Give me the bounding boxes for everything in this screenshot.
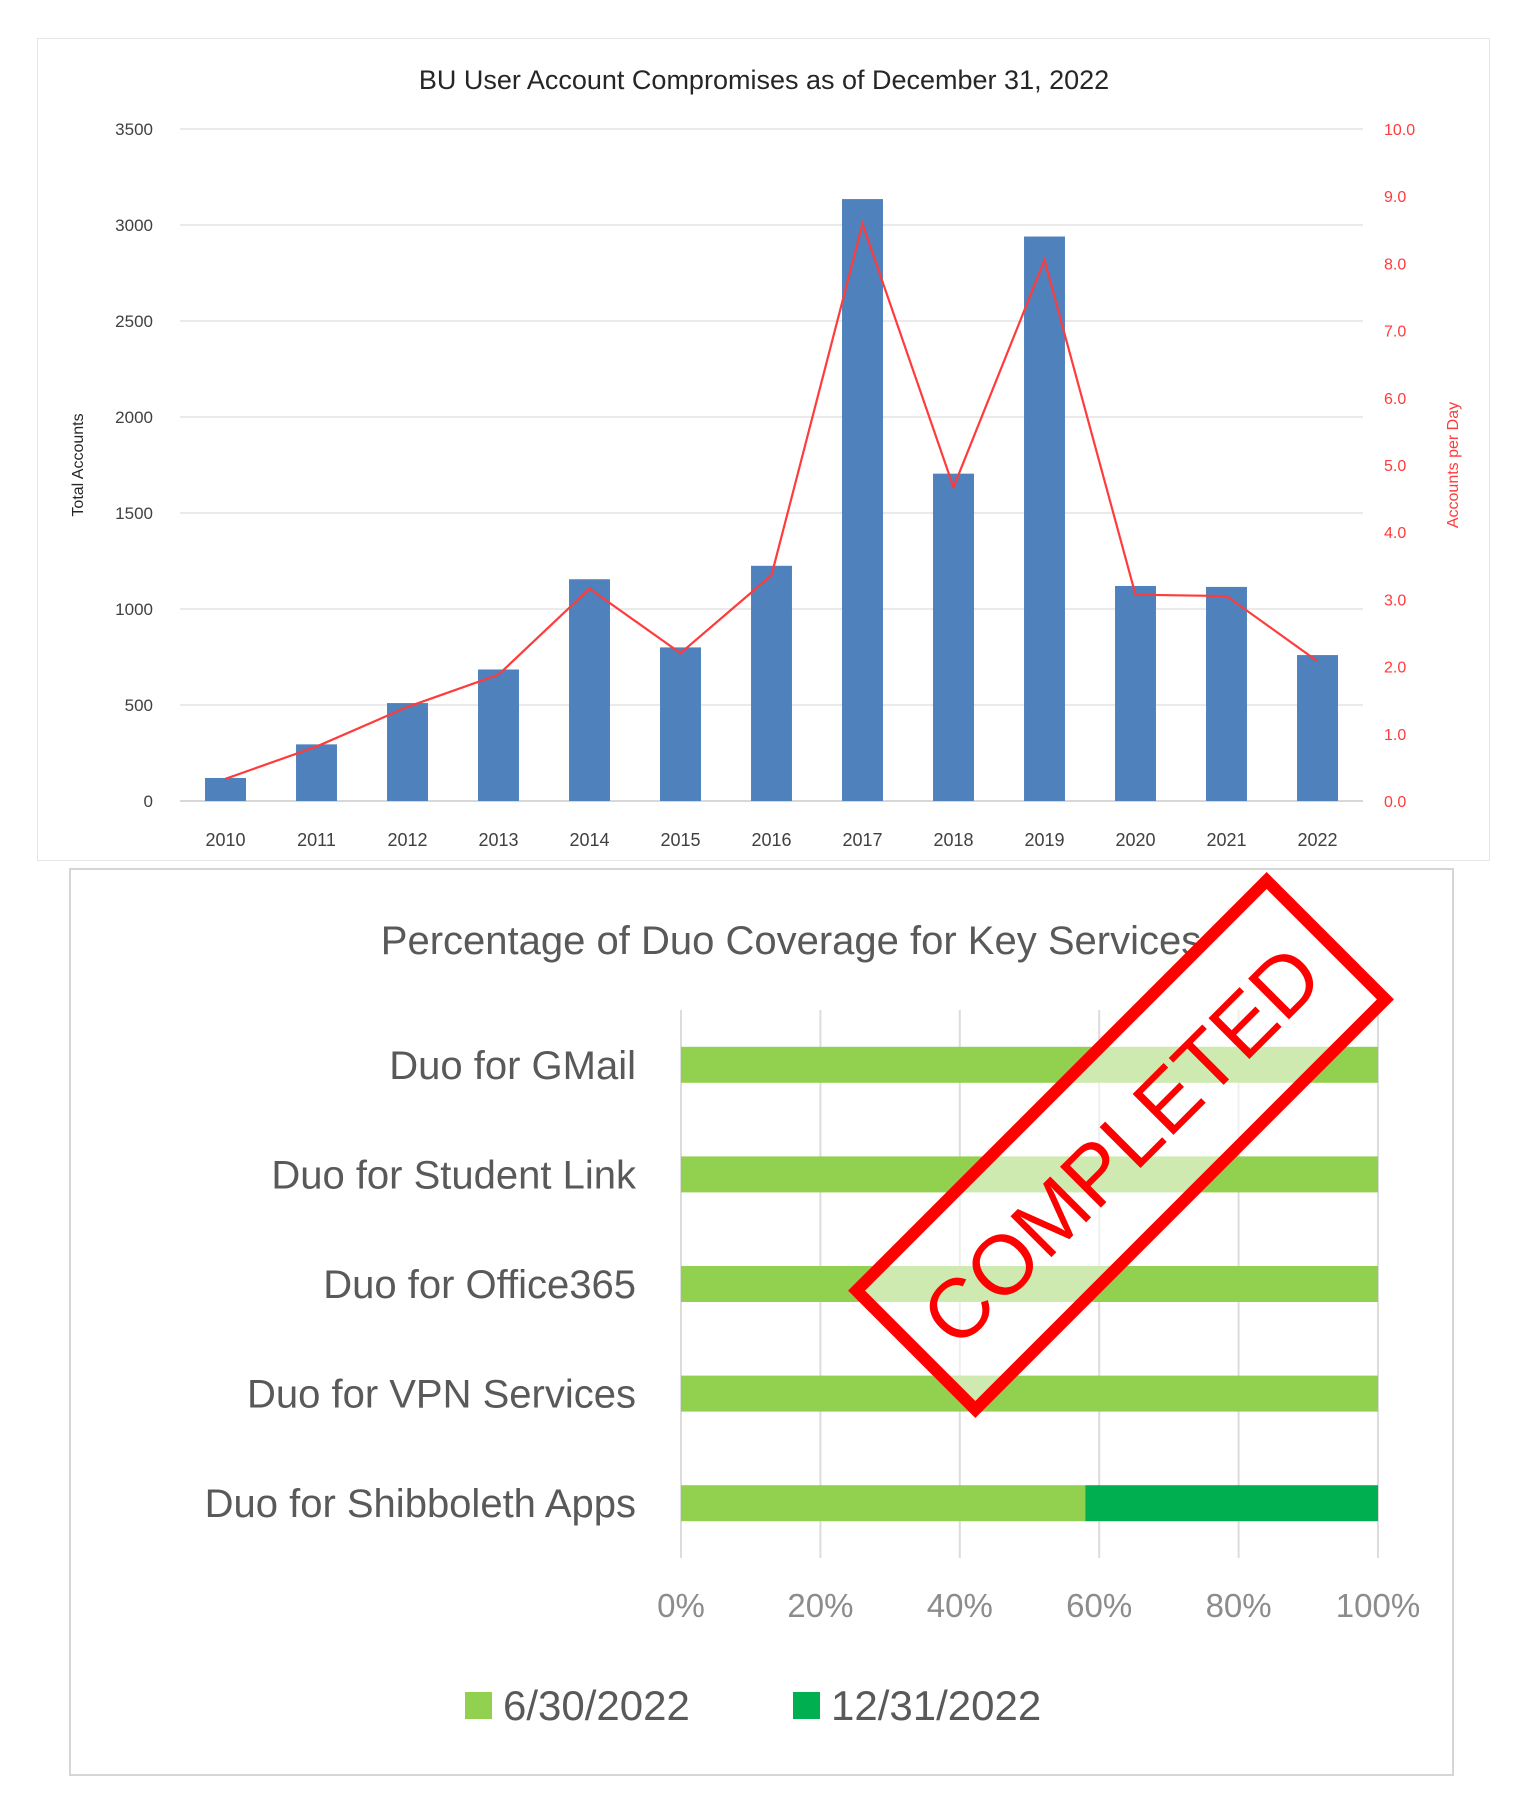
year-tick-label: 2022 (1297, 830, 1337, 850)
year-tick-label: 2019 (1024, 830, 1064, 850)
accounts-per-day-tick-label: 3.0 (1384, 592, 1406, 609)
accounts-per-day-tick-label: 4.0 (1384, 525, 1406, 542)
bar-2011 (296, 744, 337, 801)
year-tick-label: 2013 (478, 830, 518, 850)
percent-tick-label: 0% (657, 1587, 705, 1624)
percent-tick-label: 40% (927, 1587, 993, 1624)
duo-coverage-chart: Duo for GMail Duo for Student Link Duo for… (205, 872, 1420, 1729)
service-category-label: Duo for Shibboleth Apps (205, 1482, 636, 1526)
percent-tick-labels: 0% 20% 40% 60% 80% 100% (657, 1587, 1420, 1624)
percent-tick-label: 80% (1206, 1587, 1272, 1624)
bar-2013 (478, 669, 519, 801)
year-tick-labels: 2010 2011 2012 2013 2014 2015 2016 2017 2018 2019… (205, 830, 1337, 850)
year-tick-label: 2021 (1206, 830, 1246, 850)
legend-label-6-30-2022: 6/30/2022 (503, 1682, 690, 1729)
legend-swatch-12-31-2022 (793, 1692, 820, 1719)
accounts-per-day-tick-label: 8.0 (1384, 256, 1406, 273)
bar-2018 (933, 473, 974, 801)
year-tick-label: 2015 (660, 830, 700, 850)
bar-2015 (660, 647, 701, 801)
percent-tick-label: 60% (1066, 1587, 1132, 1624)
year-tick-label: 2017 (842, 830, 882, 850)
service-category-label: Duo for Student Link (271, 1153, 637, 1197)
year-tick-label: 2018 (933, 830, 973, 850)
bar-2010 (205, 777, 246, 801)
total-accounts-tick-label: 0 (144, 792, 153, 811)
bar-segment (681, 1485, 1086, 1522)
completed-stamp-border (848, 872, 1394, 1418)
total-accounts-tick-label: 2000 (115, 408, 153, 427)
total-accounts-tick-label: 3000 (115, 216, 153, 235)
year-tick-label: 2020 (1115, 830, 1155, 850)
percent-tick-label: 100% (1336, 1587, 1420, 1624)
bar-2017 (842, 199, 883, 801)
service-category-label: Duo for Office365 (323, 1263, 636, 1307)
total-accounts-tick-label: 500 (125, 696, 153, 715)
compromises-chart-title: BU User Account Compromises as of Decemb… (419, 65, 1109, 95)
accounts-per-day-polyline (225, 219, 1319, 780)
accounts-per-day-tick-label: 9.0 (1384, 189, 1406, 206)
total-accounts-tick-labels: 0 500 1000 1500 2000 2500 3000 3500 (115, 120, 153, 811)
compromises-chart: 0 500 1000 1500 2000 2500 3000 3500 0.0 1.0 2.0 3.… (70, 65, 1462, 850)
accounts-per-day-axis-label: Accounts per Day (1445, 402, 1462, 528)
compromises-bars (205, 199, 1338, 801)
accounts-per-day-line (225, 219, 1319, 780)
bar-2016 (751, 565, 792, 801)
coverage-bars (681, 1046, 1378, 1522)
total-accounts-tick-label: 1500 (115, 504, 153, 523)
total-accounts-axis-label: Total Accounts (70, 413, 87, 516)
service-category-label: Duo for GMail (389, 1044, 636, 1088)
accounts-per-day-tick-labels: 0.0 1.0 2.0 3.0 4.0 5.0 6.0 7.0 8.0 9.0 10.0 (1384, 122, 1415, 811)
bar-segment (1085, 1485, 1378, 1522)
year-tick-label: 2014 (569, 830, 609, 850)
year-tick-label: 2016 (751, 830, 791, 850)
accounts-per-day-tick-label: 2.0 (1384, 660, 1406, 677)
bar-2022 (1297, 655, 1338, 801)
total-accounts-tick-label: 2500 (115, 312, 153, 331)
duo-coverage-chart-panel: Duo for GMail Duo for Student Link Duo for… (69, 868, 1454, 1776)
legend-label-12-31-2022: 12/31/2022 (831, 1682, 1041, 1729)
accounts-per-day-tick-label: 10.0 (1384, 122, 1415, 139)
total-accounts-tick-label: 1000 (115, 600, 153, 619)
accounts-per-day-tick-label: 0.0 (1384, 794, 1406, 811)
bar-2020 (1115, 585, 1156, 801)
total-accounts-tick-label: 3500 (115, 120, 153, 139)
percent-tick-label: 20% (787, 1587, 853, 1624)
duo-coverage-chart-title: Percentage of Duo Coverage for Key Servi… (381, 919, 1201, 963)
service-category-labels: Duo for GMail Duo for Student Link Duo for… (205, 1044, 637, 1526)
bar-segment (681, 1375, 1378, 1412)
compromises-chart-panel: 0 500 1000 1500 2000 2500 3000 3500 0.0 1.0 2.0 3.… (37, 38, 1490, 861)
accounts-per-day-tick-label: 5.0 (1384, 458, 1406, 475)
legend-swatch-6-30-2022 (465, 1692, 492, 1719)
bar-2019 (1024, 236, 1065, 801)
bar-2014 (569, 579, 610, 801)
bar-2021 (1206, 586, 1247, 801)
accounts-per-day-tick-label: 7.0 (1384, 324, 1406, 341)
year-tick-label: 2011 (297, 830, 336, 850)
year-tick-label: 2010 (205, 830, 245, 850)
year-tick-label: 2012 (387, 830, 427, 850)
bar-2012 (387, 703, 428, 801)
accounts-per-day-tick-label: 1.0 (1384, 727, 1406, 744)
service-category-label: Duo for VPN Services (247, 1373, 636, 1417)
coverage-legend: 6/30/2022 12/31/2022 (465, 1682, 1041, 1729)
accounts-per-day-tick-label: 6.0 (1384, 391, 1406, 408)
